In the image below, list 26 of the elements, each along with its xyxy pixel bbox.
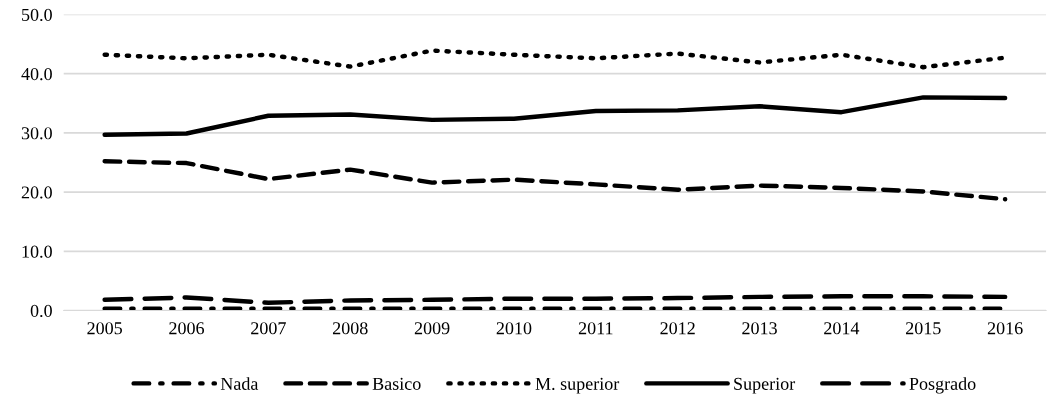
legend-label: Posgrado	[909, 377, 976, 394]
legend-label: M. superior	[535, 377, 620, 394]
x-tick-label: 2007	[251, 322, 286, 335]
y-tick-label: 10.0	[22, 245, 52, 258]
y-tick-label: 30.0	[21, 127, 52, 140]
x-tick-label: 2014	[824, 322, 860, 335]
x-tick-label: 2009	[414, 322, 450, 335]
y-tick-label: 50.0	[22, 8, 52, 22]
y-tick-label: 20.0	[21, 186, 52, 199]
x-tick-label: 2012	[660, 322, 695, 335]
legend-label: Superior	[734, 377, 796, 394]
x-tick-label: 2013	[742, 322, 777, 335]
x-tick-label: 2016	[987, 322, 1023, 335]
y-tick-label: 40.0	[21, 67, 52, 81]
x-tick-label: 2011	[578, 322, 613, 335]
x-tick-label: 2008	[332, 322, 368, 335]
x-tick-label: 2010	[496, 322, 532, 335]
x-tick-label: 2006	[169, 322, 205, 335]
x-tick-label: 2005	[87, 322, 122, 335]
legend-label: Basico	[372, 377, 421, 390]
line-series	[102, 159, 1008, 202]
line-series	[102, 294, 1008, 306]
x-tick-label: 2015	[906, 322, 941, 335]
line-series	[102, 95, 1008, 137]
legend-label: Nada	[220, 377, 259, 390]
y-tick-label: 0.0	[30, 304, 52, 318]
